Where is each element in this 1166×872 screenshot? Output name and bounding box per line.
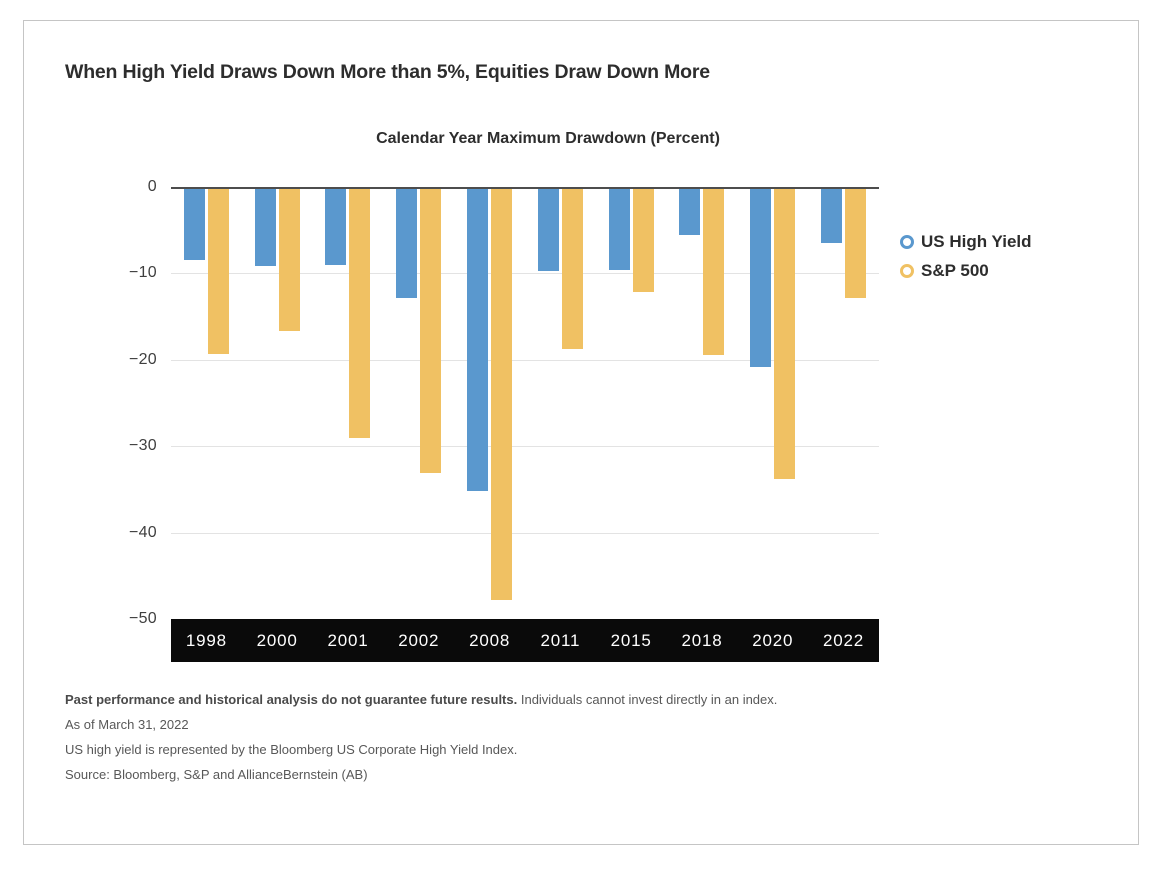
- bar-group-2018: [667, 187, 738, 619]
- gridline: [171, 532, 879, 534]
- x-axis-label-2015: 2015: [610, 630, 652, 650]
- x-axis-label-1998: 1998: [185, 630, 227, 650]
- bars: [171, 187, 879, 619]
- bar-group-2000: [242, 187, 313, 619]
- y-axis: 0 −10 −20 −30 −40 −50: [64, 178, 157, 627]
- plot-area: [171, 187, 879, 619]
- footnotes: Past performance and historical analysis…: [65, 692, 1065, 792]
- bar-us-high-yield-1998: [183, 187, 205, 261]
- x-axis-label-2001: 2001: [327, 630, 369, 650]
- chart-title: Calendar Year Maximum Drawdown (Percent): [376, 130, 720, 147]
- gridline: [171, 273, 879, 275]
- bar-s-p-500-2001: [349, 187, 371, 438]
- bar-s-p-500-2020: [774, 187, 796, 480]
- bar-us-high-yield-2000: [254, 187, 276, 266]
- bar-group-2020: [737, 187, 808, 619]
- source-note: Source: Bloomberg, S&P and AllianceBerns…: [65, 767, 368, 782]
- x-axis-label-2002: 2002: [398, 630, 440, 650]
- y-tick-label: 0: [147, 178, 157, 195]
- x-axis-label-2011: 2011: [540, 630, 581, 650]
- x-axis-label-2008: 2008: [469, 630, 511, 650]
- x-axis-label-2020: 2020: [752, 630, 794, 650]
- bar-us-high-yield-2022: [821, 187, 843, 244]
- y-tick-label: −40: [128, 523, 157, 541]
- bar-group-1998: [171, 187, 242, 619]
- bar-us-high-yield-2015: [608, 187, 630, 270]
- us-high-yield-ring-icon: [900, 234, 914, 249]
- bar-s-p-500-2022: [845, 187, 867, 298]
- legend-item-us-high-yield: US High Yield: [900, 227, 1032, 256]
- disclaimer-line: Past performance and historical analysis…: [65, 692, 1065, 707]
- legend-label-sp500: S&P 500: [921, 260, 989, 280]
- bar-group-2008: [454, 187, 525, 619]
- index-note: US high yield is represented by the Bloo…: [65, 742, 518, 757]
- y-tick-label: −10: [128, 264, 157, 282]
- bar-group-2011: [525, 187, 596, 619]
- bar-group-2022: [808, 187, 879, 619]
- bar-group-2002: [383, 187, 454, 619]
- legend-item-sp500: S&P 500: [900, 256, 1032, 285]
- bar-s-p-500-2015: [632, 187, 654, 293]
- bar-s-p-500-2000: [278, 187, 300, 332]
- y-tick-label: −50: [128, 610, 157, 627]
- bar-us-high-yield-2002: [396, 187, 418, 299]
- bar-us-high-yield-2018: [679, 187, 701, 235]
- disclaimer-bold: Past performance and historical analysis…: [65, 692, 518, 707]
- chart-card: When High Yield Draws Down More than 5%,…: [23, 20, 1139, 845]
- sp500-ring-icon: [900, 263, 914, 278]
- bar-us-high-yield-2020: [750, 187, 772, 367]
- bar-group-2015: [596, 187, 667, 619]
- zero-axis-line: [171, 187, 879, 189]
- bar-us-high-yield-2011: [537, 187, 559, 271]
- bar-s-p-500-2011: [561, 187, 583, 350]
- legend: US High Yield S&P 500: [900, 227, 1032, 285]
- bar-s-p-500-1998: [207, 187, 229, 354]
- x-axis-band: 1998 2000 2001 2002 2008 2011 2015 2018 2020 2022: [171, 619, 879, 662]
- bar-s-p-500-2018: [703, 187, 725, 355]
- disclaimer-rest: Individuals cannot invest directly in an…: [517, 692, 778, 707]
- as-of-date: As of March 31, 2022: [65, 717, 189, 732]
- page-title: When High Yield Draws Down More than 5%,…: [65, 61, 710, 83]
- bar-us-high-yield-2008: [467, 187, 489, 492]
- bar-us-high-yield-2001: [325, 187, 347, 265]
- bar-s-p-500-2002: [420, 187, 442, 473]
- y-tick-label: −30: [128, 437, 157, 455]
- gridline: [171, 446, 879, 448]
- x-axis-label-2000: 2000: [256, 630, 298, 650]
- gridline: [171, 359, 879, 361]
- legend-label-us-high-yield: US High Yield: [921, 231, 1032, 251]
- bar-group-2001: [313, 187, 384, 619]
- x-axis-label-2022: 2022: [823, 630, 865, 650]
- x-axis-label-2018: 2018: [681, 630, 723, 650]
- y-tick-label: −20: [128, 350, 157, 368]
- bar-s-p-500-2008: [491, 187, 513, 600]
